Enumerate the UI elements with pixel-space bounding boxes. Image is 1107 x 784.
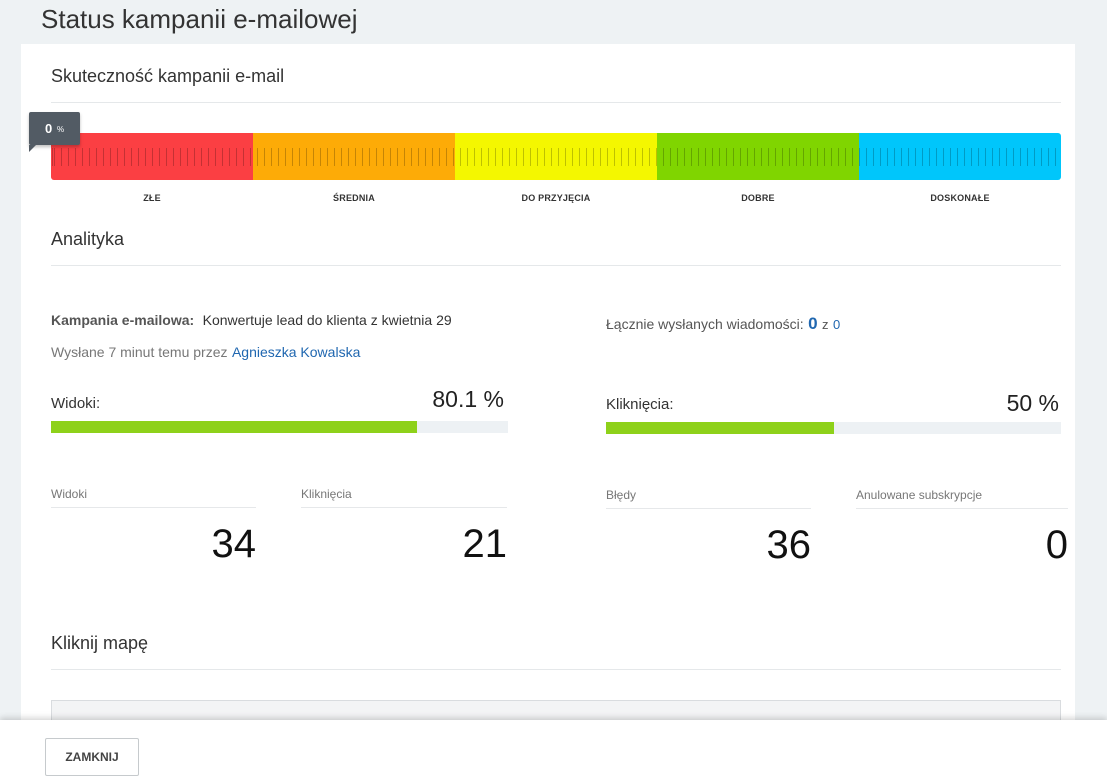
views-progress-fill — [51, 421, 418, 433]
gauge-labels: ZŁE ŚREDNIA DO PRZYJĘCIA DOBRE DOSKONAŁE — [51, 193, 1061, 203]
stat-clicks: Kliknięcia 21 — [301, 487, 507, 567]
stat-unsubscribes: Anulowane subskrypcje 0 — [856, 488, 1068, 568]
stat-clicks-value: 21 — [462, 522, 508, 566]
gauge-label-good: DOBRE — [741, 193, 775, 203]
campaign-name: Konwertuje lead do klienta z kwietnia 29 — [202, 312, 452, 328]
analytics-title: Analityka — [51, 229, 125, 249]
clicks-progress-fill — [606, 422, 834, 434]
campaign-status-panel: Skuteczność kampanii e-mail ZŁE ŚREDNIA … — [21, 44, 1091, 764]
gauge-segment-bad — [51, 133, 253, 180]
total-sent-label: Łącznie wysłanych wiadomości: — [606, 316, 804, 332]
divider — [51, 669, 1061, 670]
gauge-segment-average — [253, 133, 455, 180]
views-percent: 80.1 % — [432, 386, 504, 412]
dialog-footer: ZAMKNIJ — [0, 720, 1107, 784]
page-title: Status kampanii e-mailowej — [41, 4, 358, 34]
gauge-label-bad: ZŁE — [143, 193, 161, 203]
close-button[interactable]: ZAMKNIJ — [45, 738, 139, 776]
sender-link[interactable]: Agnieszka Kowalska — [231, 344, 361, 360]
gauge-score-marker: 0 % — [29, 112, 80, 152]
gauge-segment-acceptable — [455, 133, 657, 180]
campaign-label: Kampania e-mailowa: — [51, 312, 195, 328]
total-sent-max: 0 — [832, 317, 841, 332]
stat-errors: Błędy 36 — [606, 488, 811, 568]
gauge-segment-excellent — [859, 133, 1061, 180]
gauge-score-value: 0 — [45, 121, 53, 136]
stat-errors-caption: Błędy — [606, 488, 811, 509]
gauge-label-acceptable: DO PRZYJĘCIA — [521, 193, 591, 203]
total-sent-value: 0 — [808, 314, 818, 333]
scrollbar-track[interactable] — [1075, 44, 1091, 764]
total-sent-row: Łącznie wysłanych wiadomości: 0 z 0 — [606, 314, 840, 334]
stat-unsubscribes-caption: Anulowane subskrypcje — [856, 488, 1068, 509]
gauge-label-average: ŚREDNIA — [333, 193, 375, 203]
clicks-percent: 50 % — [1006, 390, 1059, 416]
gauge-label-excellent: DOSKONAŁE — [930, 193, 990, 203]
campaign-name-row: Kampania e-mailowa: Konwertuje lead do k… — [51, 312, 452, 330]
clicks-label: Kliknięcia: — [606, 396, 674, 413]
divider — [51, 102, 1061, 103]
stat-views: Widoki 34 — [51, 487, 256, 567]
effectiveness-gauge — [51, 133, 1061, 180]
stat-views-value: 34 — [211, 522, 257, 566]
divider — [51, 265, 1061, 266]
views-progress-bar — [51, 421, 508, 433]
sent-info-row: Wysłane 7 minut temu przez Agnieszka Kow… — [51, 344, 360, 362]
stat-clicks-caption: Kliknięcia — [301, 487, 507, 508]
stat-unsubscribes-value: 0 — [1045, 523, 1068, 567]
click-map-title: Kliknij mapę — [51, 633, 149, 653]
total-sent-of: z — [822, 317, 829, 332]
gauge-ticks — [51, 148, 1061, 166]
gauge-segment-good — [657, 133, 859, 180]
effectiveness-title: Skuteczność kampanii e-mail — [51, 66, 285, 86]
sent-prefix: Wysłane 7 minut temu przez — [51, 344, 228, 360]
stat-errors-value: 36 — [766, 523, 812, 567]
clicks-progress-bar — [606, 422, 1061, 434]
stat-views-caption: Widoki — [51, 487, 256, 508]
views-label: Widoki: — [51, 395, 101, 412]
gauge-score-unit: % — [57, 125, 65, 134]
